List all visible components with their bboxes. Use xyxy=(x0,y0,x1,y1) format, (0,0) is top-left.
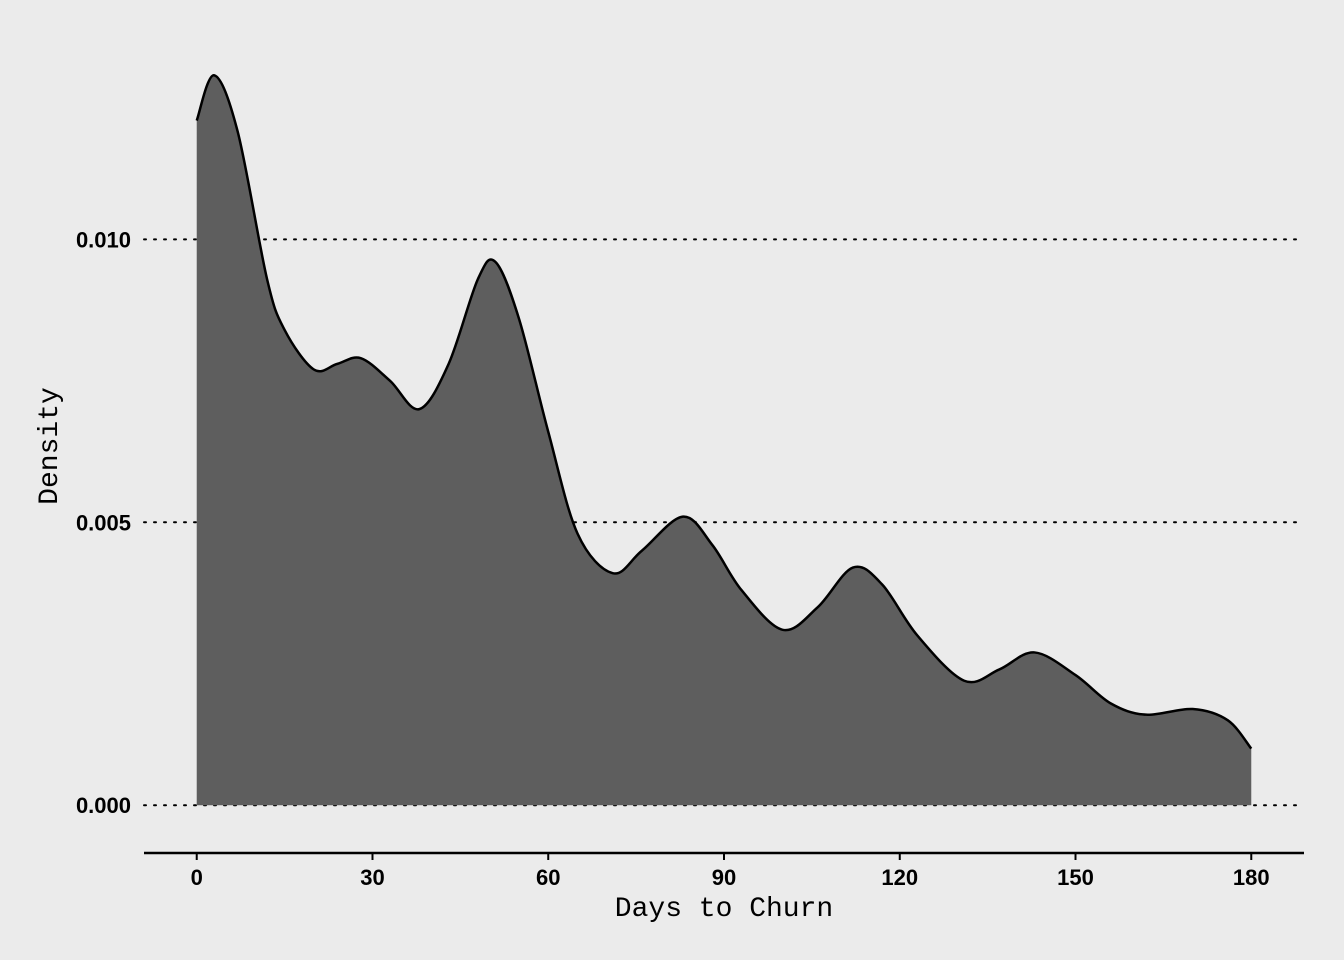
density-curve xyxy=(195,74,1253,750)
density-area xyxy=(196,75,1252,806)
x-tick-label: 180 xyxy=(1233,865,1270,890)
y-tick-label: 0.010 xyxy=(76,227,131,252)
y-tick-label: 0.005 xyxy=(76,510,131,535)
x-tick-label: 60 xyxy=(536,865,560,890)
x-tick-label: 0 xyxy=(191,865,203,890)
y-tick-label: 0.000 xyxy=(76,793,131,818)
y-axis-title: Density xyxy=(35,387,66,505)
x-axis-ticks: 0 30 60 90 120 150 180 xyxy=(191,853,1270,890)
y-axis-ticks: 0.000 0.005 0.010 xyxy=(76,227,131,818)
x-tick-label: 120 xyxy=(881,865,918,890)
x-axis-title: Days to Churn xyxy=(615,894,833,925)
x-tick-label: 90 xyxy=(712,865,736,890)
x-tick-label: 30 xyxy=(360,865,384,890)
x-tick-label: 150 xyxy=(1057,865,1094,890)
